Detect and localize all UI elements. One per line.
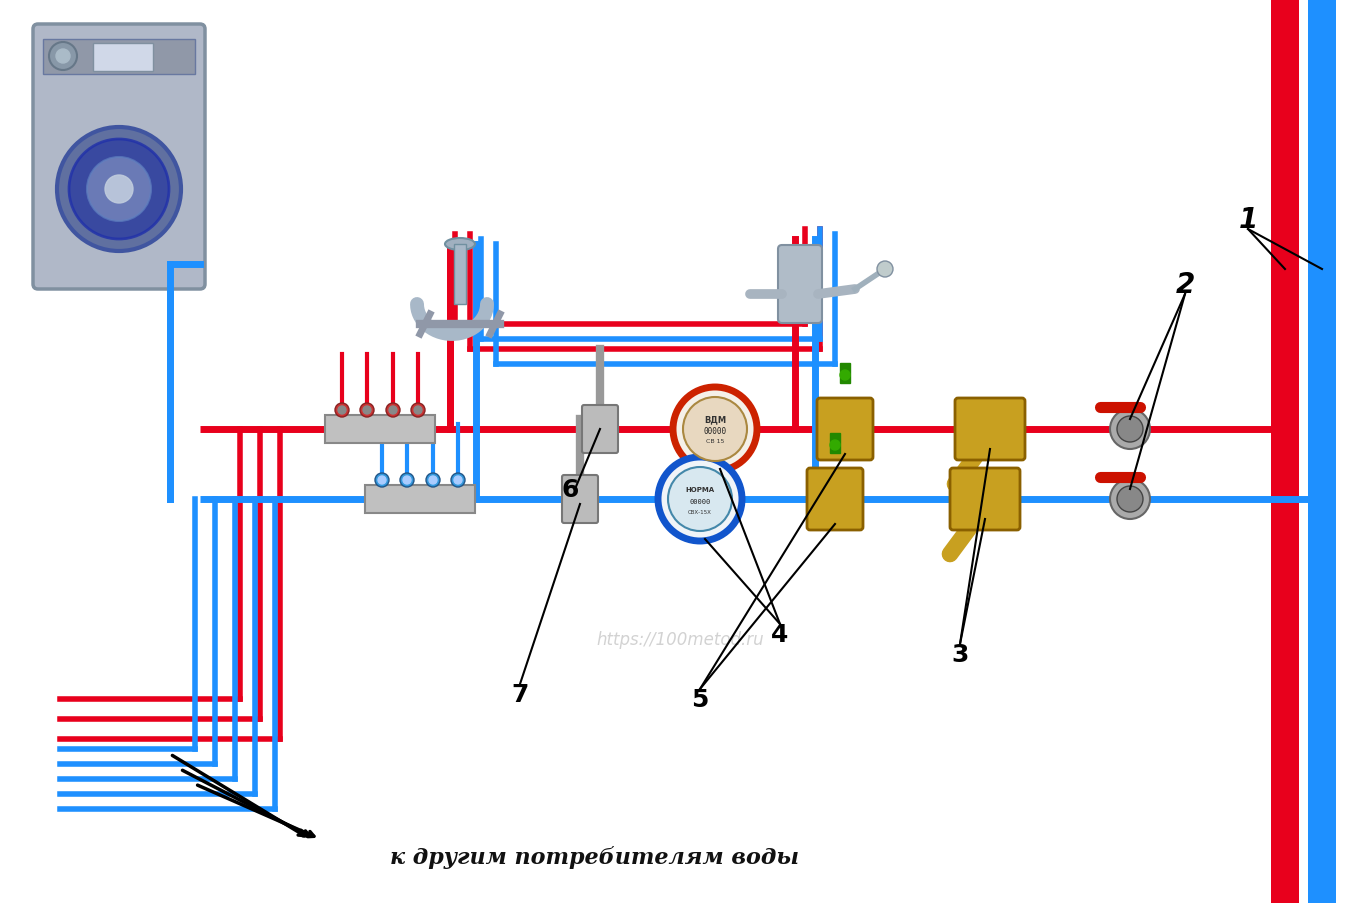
Bar [830,433,841,453]
Circle shape [375,473,389,488]
Circle shape [386,404,399,417]
Bar [364,486,475,514]
Circle shape [87,158,151,222]
FancyBboxPatch shape [807,469,863,530]
Circle shape [1116,416,1143,442]
FancyBboxPatch shape [582,405,617,453]
Text: СВ 15: СВ 15 [706,439,724,444]
Circle shape [56,50,70,64]
Circle shape [658,458,742,542]
Circle shape [399,473,414,488]
Text: 00000: 00000 [690,498,710,505]
Bar [93,44,153,72]
Circle shape [378,477,386,485]
Circle shape [360,404,374,417]
Bar [841,364,850,384]
Circle shape [429,477,437,485]
Circle shape [56,128,182,252]
Text: к другим потребителям воды: к другим потребителям воды [390,845,799,869]
Bar [1307,0,1336,903]
Circle shape [338,406,346,414]
Circle shape [389,406,397,414]
Circle shape [69,140,169,239]
Bar [43,40,195,75]
Circle shape [451,473,465,488]
Circle shape [1116,487,1143,512]
Circle shape [335,404,348,417]
Circle shape [426,473,440,488]
Circle shape [414,406,422,414]
Text: 7: 7 [511,683,529,706]
Circle shape [105,176,133,204]
Text: 4: 4 [771,622,788,647]
Circle shape [455,477,461,485]
Circle shape [1110,479,1150,519]
Ellipse shape [445,238,475,251]
Bar [455,245,465,304]
Circle shape [363,406,371,414]
Circle shape [48,43,77,71]
Text: 6: 6 [561,478,578,501]
Text: 2: 2 [1176,271,1194,299]
Circle shape [668,468,732,531]
Text: 1: 1 [1239,206,1258,234]
Text: СВХ-15Х: СВХ-15Х [689,509,712,514]
Circle shape [672,387,757,471]
FancyBboxPatch shape [816,398,873,461]
Circle shape [404,477,412,485]
Text: 5: 5 [691,687,709,712]
Text: 3: 3 [951,642,968,666]
Circle shape [877,262,893,278]
Circle shape [841,370,850,380]
FancyBboxPatch shape [34,25,204,290]
Circle shape [1110,410,1150,450]
FancyBboxPatch shape [562,476,599,524]
Circle shape [412,404,425,417]
Text: 00000: 00000 [703,427,726,436]
Bar [1271,0,1299,903]
FancyBboxPatch shape [950,469,1020,530]
Circle shape [683,397,746,461]
Text: НОРМА: НОРМА [686,487,714,492]
Circle shape [830,441,841,451]
FancyBboxPatch shape [777,246,822,323]
Text: https://100metod.ru: https://100metod.ru [596,630,764,648]
Bar [325,415,434,443]
Text: ВДМ: ВДМ [703,415,726,424]
FancyBboxPatch shape [955,398,1025,461]
